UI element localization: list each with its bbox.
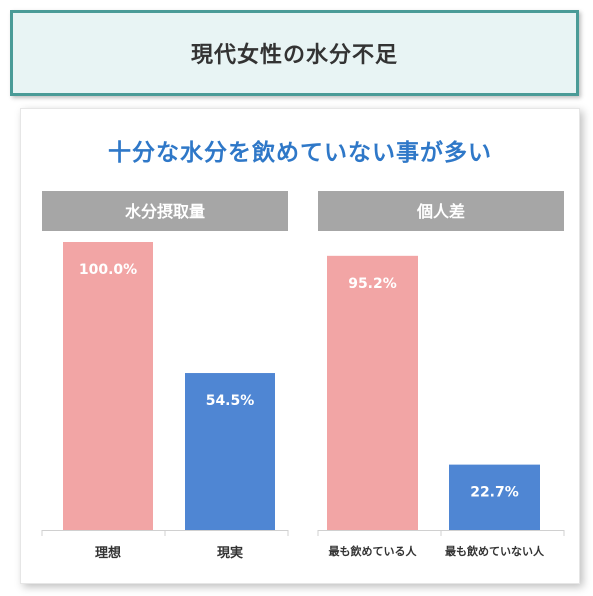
section-header-intake [42,191,288,231]
data-label-intake-0: 100.0% [79,262,137,278]
section-header-individual [318,191,564,231]
section-title-intake: 水分摂取量 [125,202,205,221]
category-label-intake-0: 理想 [95,545,121,561]
category-label-individual-1: 最も飲めていない人 [445,544,545,558]
data-label-individual-0: 95.2% [348,276,397,292]
chart-subtitle: 十分な水分を飲めていない事が多い [108,140,492,166]
section-title-individual: 個人差 [416,202,465,221]
data-label-individual-1: 22.7% [470,485,519,501]
bar-individual-1 [449,464,540,530]
data-label-intake-1: 54.5% [206,393,255,409]
bar-intake-1 [185,373,275,530]
category-label-individual-0: 最も飲めている人 [329,544,418,558]
page-header: 現代女性の水分不足 [10,10,579,96]
bar-intake-0 [63,242,153,530]
bar-individual-0 [327,255,418,530]
page-title: 現代女性の水分不足 [190,43,398,68]
category-label-intake-1: 現実 [217,545,243,561]
